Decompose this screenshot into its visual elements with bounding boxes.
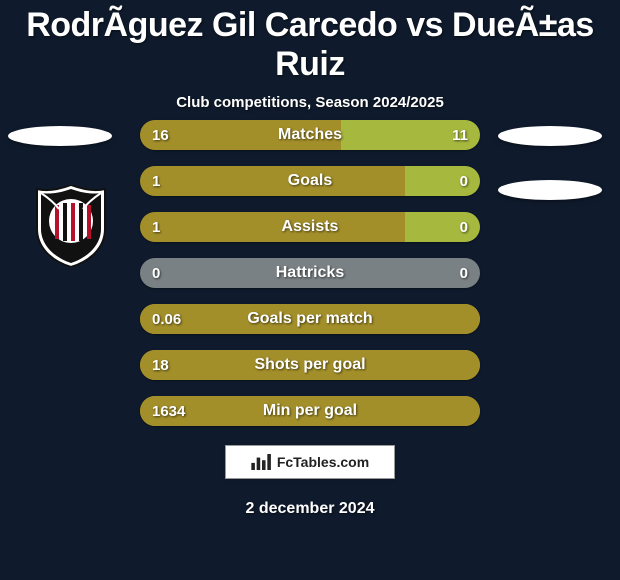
stat-label: Hattricks	[140, 258, 480, 288]
bars-icon	[251, 454, 273, 470]
subtitle: Club competitions, Season 2024/2025	[0, 94, 620, 111]
snapshot-date: 2 december 2024	[246, 500, 375, 518]
stat-bar-right	[341, 120, 480, 150]
stat-value-right: 0	[460, 258, 468, 288]
stat-row: Goals10	[140, 166, 480, 196]
right-flag-oval-2	[498, 180, 602, 200]
stat-bar-left	[140, 396, 480, 426]
stat-row: Hattricks0 0	[140, 258, 480, 288]
stat-bar-left	[140, 212, 405, 242]
stat-bar-right	[405, 166, 480, 196]
page-title: RodrÃ­guez Gil Carcedo vs DueÃ±as Ruiz	[0, 0, 620, 84]
stat-row: Goals per match0.06	[140, 304, 480, 334]
stat-bar-left	[140, 304, 480, 334]
stat-bar-right	[405, 212, 480, 242]
stat-value-left: 0	[152, 258, 160, 288]
stat-bar-left	[140, 350, 480, 380]
logo-text: FcTables.com	[277, 454, 369, 470]
stat-row: Shots per goal18	[140, 350, 480, 380]
club-crest	[35, 185, 107, 267]
right-flag-oval-1	[498, 126, 602, 146]
fctables-logo: FcTables.com	[225, 445, 395, 479]
comparison-bars: Matches1611 Goals10 Assists10 Hattricks0 0 Go…	[140, 120, 480, 442]
stat-row: Min per goal1634	[140, 396, 480, 426]
stat-row: Matches1611	[140, 120, 480, 150]
left-flag-oval	[8, 126, 112, 146]
stat-row: Assists10	[140, 212, 480, 242]
infographic: RodrÃ­guez Gil Carcedo vs DueÃ±as Ruiz C…	[0, 0, 620, 580]
stat-bar-left	[140, 120, 341, 150]
stat-bar-left	[140, 166, 405, 196]
